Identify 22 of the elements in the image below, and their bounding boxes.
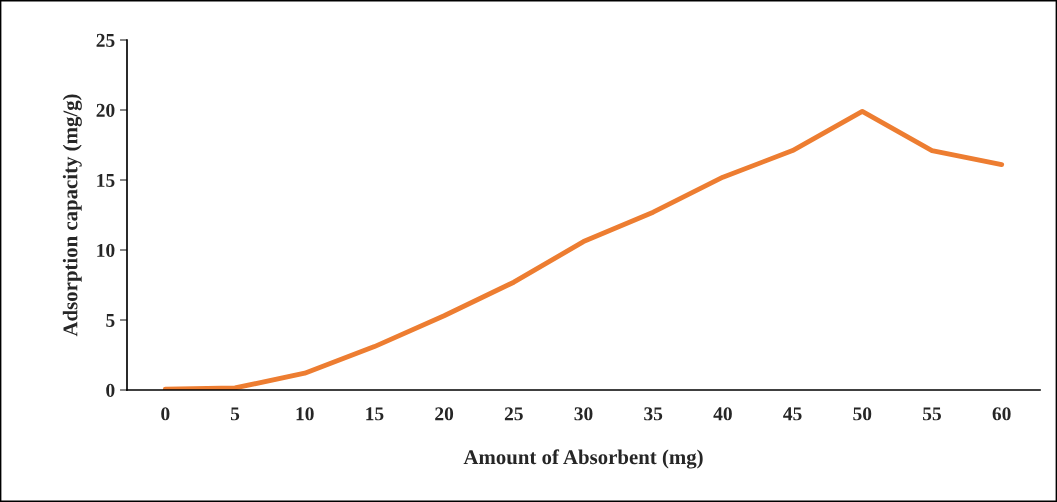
x-tick-label: 0 — [161, 407, 170, 421]
x-tick-label: 15 — [366, 407, 384, 421]
x-tick-label: 35 — [644, 407, 663, 421]
y-tick-label: 0 — [106, 383, 115, 397]
y-tick-label: 20 — [96, 103, 115, 117]
x-tick-label: 5 — [230, 407, 240, 421]
line-series — [162, 108, 1005, 390]
x-tick-label: 50 — [853, 407, 872, 421]
y-tick-label: 10 — [97, 243, 115, 257]
y-tick-label: 5 — [106, 314, 115, 327]
x-tick-label: 25 — [504, 407, 523, 421]
x-tick-label: 45 — [783, 407, 802, 421]
y-tick-label: 25 — [96, 33, 115, 47]
x-axis-title: Amount of Absorbent (mg) — [463, 449, 703, 469]
x-tick-label: 10 — [296, 407, 314, 421]
y-axis-title: Adsorption capacity (mg/g) — [62, 94, 82, 337]
x-tick-label: 55 — [923, 407, 941, 421]
x-tick-label: 30 — [574, 407, 593, 421]
x-tick-label: 20 — [435, 407, 454, 421]
y-tick-label: 15 — [97, 173, 115, 187]
x-tick-label: 60 — [992, 407, 1011, 421]
x-tick-label: 40 — [713, 407, 732, 421]
